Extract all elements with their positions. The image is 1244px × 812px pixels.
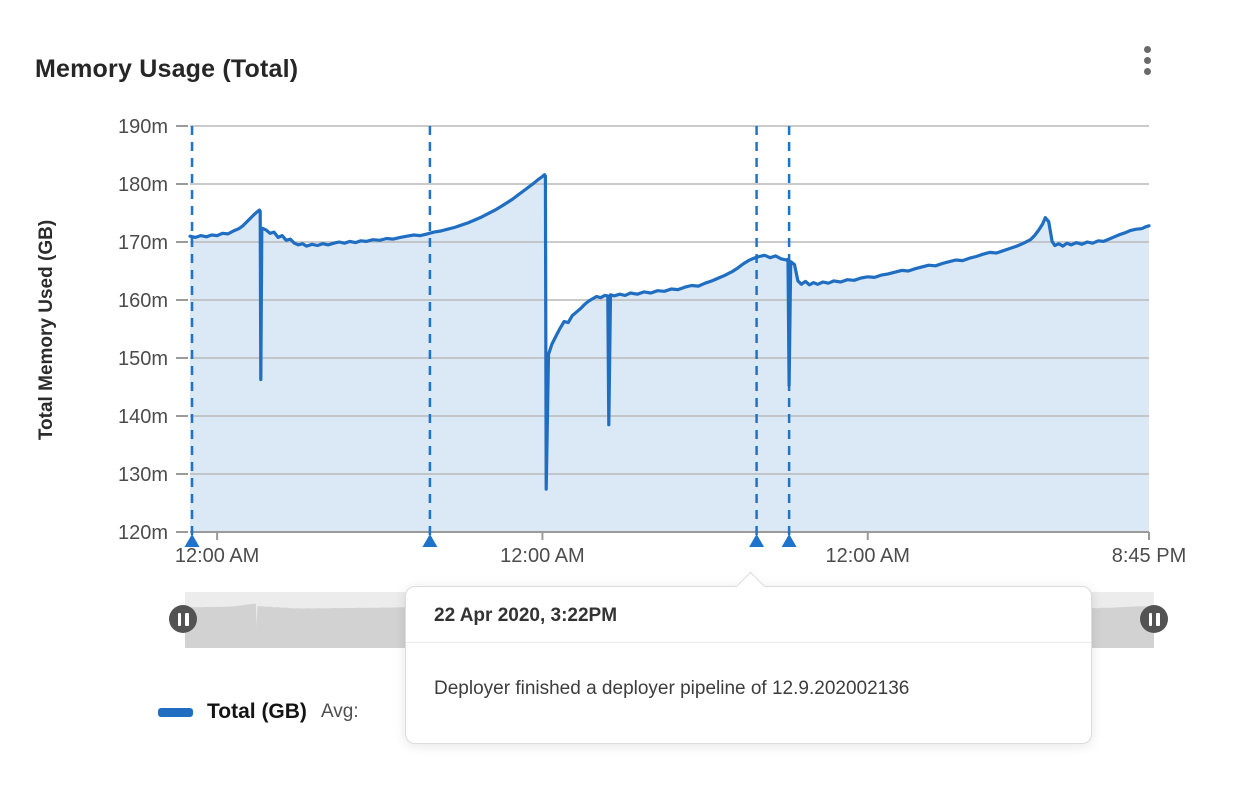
y-tick-label: 160m xyxy=(118,290,168,312)
y-tick-label: 130m xyxy=(118,464,168,486)
x-tick-label: 12:00 AM xyxy=(500,545,585,567)
x-tick-label: 8:45 PM xyxy=(1112,545,1186,567)
y-tick-label: 190m xyxy=(118,116,168,138)
event-triangle-marker[interactable] xyxy=(184,534,200,547)
legend-avg-label: Avg: xyxy=(320,701,359,722)
tooltip-message: Deployer finished a deployer pipeline of… xyxy=(434,678,910,699)
event-triangle-marker[interactable] xyxy=(422,534,438,547)
x-tick-label: 12:00 AM xyxy=(175,545,260,567)
legend-series-label[interactable]: Total (GB) xyxy=(207,700,307,723)
event-triangle-marker[interactable] xyxy=(781,534,797,547)
y-tick-label: 120m xyxy=(118,522,168,544)
x-tick-label: 12:00 AM xyxy=(825,545,910,567)
legend-swatch[interactable] xyxy=(158,707,193,717)
more-options-kebab-icon[interactable] xyxy=(1134,41,1160,79)
series-area xyxy=(190,174,1149,532)
y-tick-label: 140m xyxy=(118,406,168,428)
legend: Total (GB) Avg: xyxy=(158,700,359,724)
event-triangle-marker[interactable] xyxy=(749,534,765,547)
memory-usage-chart[interactable]: 190m 180m 170m 160m 150m 140m 130m 120m 12:00 AM… xyxy=(0,0,1244,580)
event-tooltip: 22 Apr 2020, 3:22PM Deployer finished a … xyxy=(405,571,1092,744)
y-tick-label: 170m xyxy=(118,232,168,254)
y-tick-label: 180m xyxy=(118,174,168,196)
tooltip-timestamp: 22 Apr 2020, 3:22PM xyxy=(406,587,1091,643)
y-tick-label: 150m xyxy=(118,348,168,370)
page-title: Memory Usage (Total) xyxy=(35,54,299,83)
series-line xyxy=(188,173,1151,491)
scrubber-handle-left-pause-icon[interactable] xyxy=(169,605,197,633)
scrubber-handle-right-pause-icon[interactable] xyxy=(1140,605,1168,633)
